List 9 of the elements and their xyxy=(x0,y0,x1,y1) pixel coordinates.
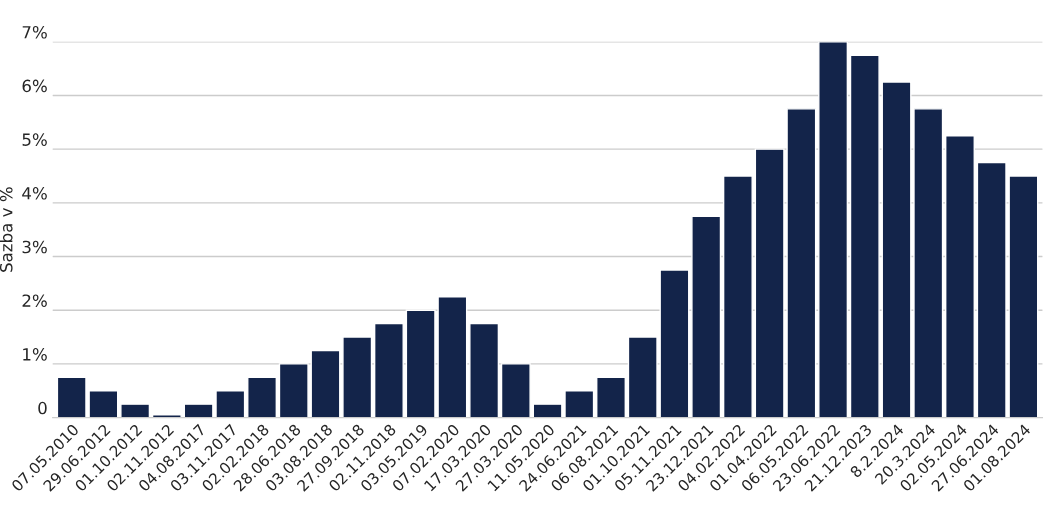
y-tick-label: 4% xyxy=(22,187,47,200)
y-tick-label: 6% xyxy=(22,79,47,93)
y-tick-label: 5% xyxy=(22,133,47,146)
y-tick-label: 7% xyxy=(22,25,47,39)
y-axis-title: Sazba v % xyxy=(0,187,13,272)
y-tick-label: 2% xyxy=(22,294,47,307)
y-tick-label: 3% xyxy=(22,240,47,254)
y-tick-label: 0 xyxy=(38,401,47,415)
y-tick-label: 1% xyxy=(23,348,47,361)
